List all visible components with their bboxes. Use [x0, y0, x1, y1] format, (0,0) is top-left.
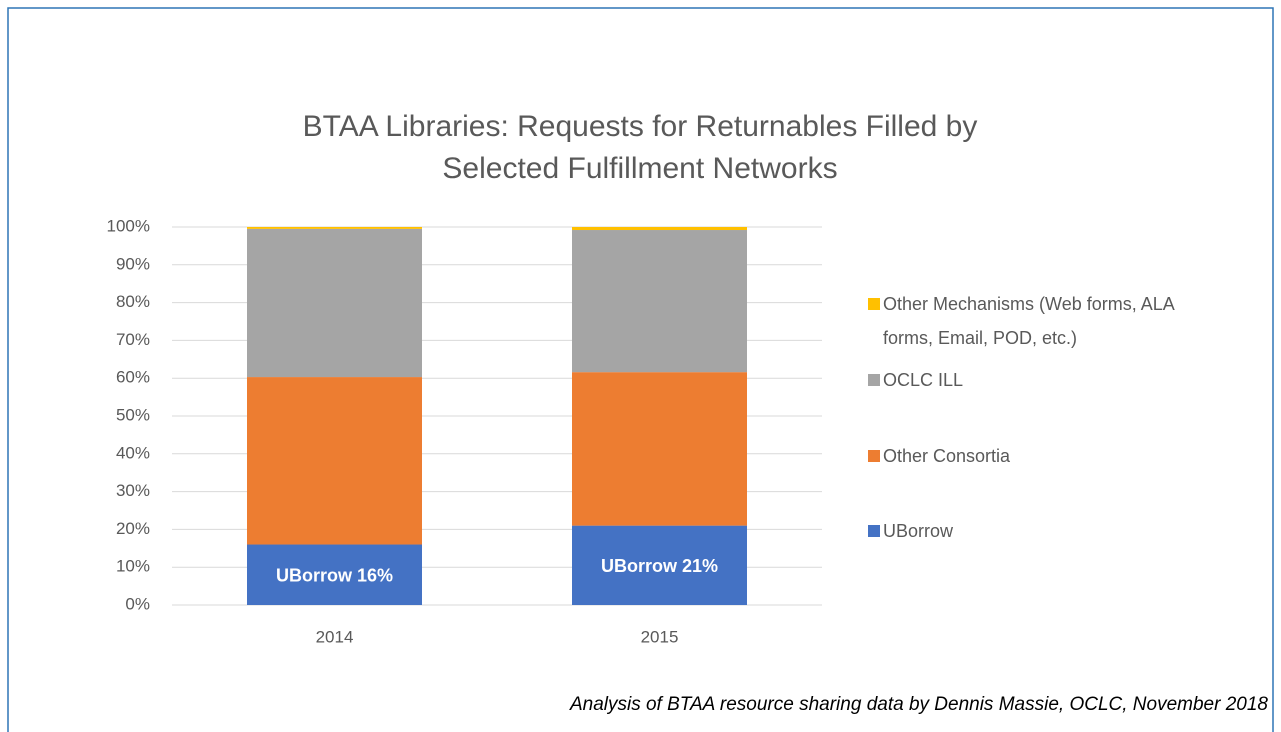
- y-tick-label: 40%: [116, 443, 150, 462]
- chart-title: Selected Fulfillment Networks: [442, 152, 837, 185]
- legend-label: Other Mechanisms (Web forms, ALA forms, …: [883, 294, 1174, 348]
- legend-swatch: [868, 525, 880, 537]
- bar-segment: [247, 227, 422, 229]
- y-tick-label: 80%: [116, 292, 150, 311]
- footnote: Analysis of BTAA resource sharing data b…: [569, 694, 1268, 715]
- y-tick-label: 0%: [125, 594, 150, 613]
- y-tick-label: 30%: [116, 481, 150, 500]
- y-tick-label: 50%: [116, 405, 150, 424]
- y-tick-label: 60%: [116, 368, 150, 387]
- y-tick-label: 20%: [116, 519, 150, 538]
- bar-segment: [247, 544, 422, 605]
- legend-label: OCLC ILL: [883, 370, 964, 390]
- legend-swatch: [868, 450, 880, 462]
- bar-segment: [572, 227, 747, 231]
- bar-segment: [572, 372, 747, 526]
- y-tick-label: 100%: [107, 216, 150, 235]
- x-tick-label: 2015: [641, 627, 679, 646]
- y-tick-label: 90%: [116, 254, 150, 273]
- x-tick-label: 2014: [316, 627, 354, 646]
- bar-segment: [247, 228, 422, 378]
- bar-segment: [572, 230, 747, 373]
- bar-segment: [572, 525, 747, 605]
- frame: [7, 7, 1274, 732]
- y-tick-label: 10%: [116, 557, 150, 576]
- legend-swatch: [868, 298, 880, 310]
- data-label: UBorrow 21%: [601, 556, 718, 576]
- chart-title: BTAA Libraries: Requests for Returnables…: [303, 110, 978, 143]
- data-label: UBorrow 16%: [276, 566, 393, 586]
- bar-segment: [247, 377, 422, 545]
- legend-label: UBorrow: [883, 521, 954, 541]
- legend-swatch: [868, 374, 880, 386]
- legend-label: Other Consortia: [883, 446, 1011, 466]
- y-tick-label: 70%: [116, 330, 150, 349]
